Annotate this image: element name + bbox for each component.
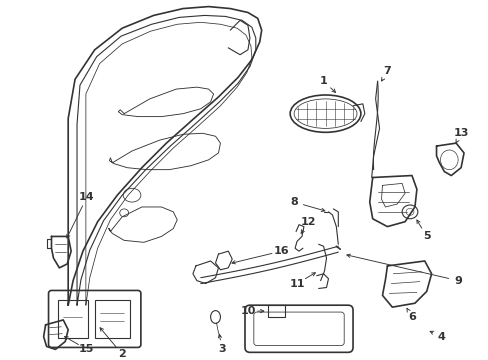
Text: 16: 16 <box>273 246 288 256</box>
Text: 14: 14 <box>79 192 95 202</box>
Bar <box>267 305 285 317</box>
Text: 2: 2 <box>118 349 126 359</box>
Text: 12: 12 <box>301 217 316 227</box>
Text: 1: 1 <box>319 76 327 86</box>
Text: 7: 7 <box>383 66 390 76</box>
Text: 15: 15 <box>79 345 94 354</box>
Text: 10: 10 <box>240 306 255 316</box>
Text: 3: 3 <box>218 345 226 354</box>
Text: 11: 11 <box>289 279 304 289</box>
Text: 4: 4 <box>437 332 445 342</box>
Bar <box>95 300 130 338</box>
Text: 6: 6 <box>407 312 415 322</box>
Text: 5: 5 <box>422 231 429 242</box>
Text: 13: 13 <box>452 128 468 138</box>
Bar <box>58 300 88 338</box>
Text: 9: 9 <box>453 276 461 285</box>
Text: 8: 8 <box>290 197 297 207</box>
